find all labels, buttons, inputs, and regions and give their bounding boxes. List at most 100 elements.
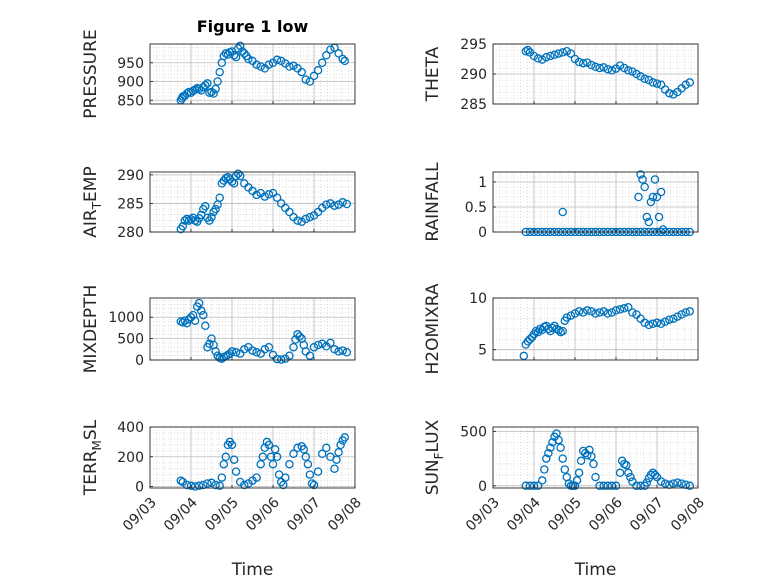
data-point	[342, 199, 352, 209]
y-tick-label: 285	[117, 196, 144, 212]
data-point	[638, 175, 647, 184]
y-tick-label: 500	[117, 332, 144, 348]
data-point	[252, 348, 261, 357]
data-point	[235, 41, 245, 51]
data-point	[215, 67, 224, 77]
data-point	[289, 342, 298, 352]
data-point	[607, 66, 617, 75]
chart-title: Figure 1 low	[197, 17, 309, 36]
data-point	[297, 67, 306, 77]
data-point	[599, 307, 608, 316]
data-point	[587, 60, 596, 70]
data-point	[656, 80, 666, 90]
data-point	[266, 452, 276, 462]
data-point	[615, 305, 625, 314]
data-point	[229, 179, 239, 188]
axes-box	[492, 426, 699, 489]
y-axis-label: AIRTEMP	[81, 166, 104, 237]
data-point	[180, 316, 190, 325]
y-tick-label: 0	[135, 480, 144, 496]
y-axis-label: TERRMSL	[81, 419, 104, 496]
data-point	[293, 216, 302, 225]
data-point	[322, 443, 331, 453]
subplot-5: 0 500 1000 MIXDEPTH	[81, 285, 356, 373]
data-point	[583, 58, 592, 67]
data-point	[583, 306, 592, 315]
data-point	[558, 326, 567, 336]
data-point	[562, 46, 572, 56]
data-point	[669, 314, 678, 323]
data-point	[213, 77, 222, 86]
data-point	[342, 348, 352, 357]
data-point	[340, 56, 350, 66]
data-point	[217, 473, 227, 482]
data-point	[205, 339, 214, 349]
data-point	[301, 452, 311, 462]
data-point	[231, 467, 241, 476]
x-tick-label: 09/03	[120, 495, 160, 535]
data-point	[652, 318, 662, 328]
x-tick-label: 09/08	[325, 495, 365, 535]
x-tick-label: 09/05	[202, 495, 242, 535]
data-point	[305, 77, 315, 86]
data-point	[190, 316, 200, 325]
data-point	[252, 473, 261, 482]
data-point	[252, 60, 261, 69]
y-tick-label: 290	[117, 168, 144, 184]
data-point	[313, 467, 323, 476]
data-point	[554, 435, 563, 445]
data-point	[650, 175, 660, 184]
data-point	[244, 54, 253, 64]
data-point	[221, 452, 231, 462]
data-point	[194, 84, 204, 94]
data-point	[542, 52, 551, 62]
data-point	[591, 472, 600, 482]
data-point	[268, 459, 278, 469]
data-point	[281, 473, 290, 482]
y-tick-label: 0	[478, 479, 487, 495]
data-point	[583, 451, 592, 460]
data-point	[669, 479, 678, 488]
data-point	[685, 78, 695, 87]
data-point	[656, 319, 666, 329]
data-point	[626, 472, 635, 482]
y-tick-label: 0	[478, 225, 487, 241]
data-point	[272, 452, 282, 462]
subplot-3: 280 285 290 AIRTEMP	[81, 166, 356, 241]
data-point	[574, 307, 584, 316]
data-point	[317, 449, 327, 459]
y-tick-label: 290	[460, 67, 487, 83]
data-point	[264, 190, 274, 199]
data-point	[285, 62, 294, 71]
data-point	[560, 465, 570, 474]
data-point	[677, 310, 686, 319]
data-point	[525, 481, 535, 491]
data-point	[182, 214, 192, 224]
data-point	[219, 459, 229, 469]
data-point	[211, 84, 220, 94]
data-point	[624, 66, 633, 75]
y-tick-label: 0	[135, 353, 144, 369]
data-point	[260, 192, 270, 201]
data-point	[556, 443, 565, 452]
data-point	[326, 45, 335, 54]
data-point	[293, 443, 302, 453]
data-point	[326, 199, 335, 208]
y-tick-label: 500	[460, 424, 487, 440]
data-point	[178, 222, 188, 231]
data-point	[336, 440, 345, 450]
data-point	[258, 452, 268, 462]
data-point	[338, 198, 347, 207]
data-point	[550, 50, 559, 60]
data-point	[330, 345, 339, 354]
data-point	[628, 308, 637, 317]
data-point	[607, 481, 617, 491]
y-tick-label: 285	[460, 97, 487, 113]
data-point	[240, 49, 249, 58]
data-point	[211, 347, 220, 356]
data-point	[546, 51, 555, 61]
data-point	[215, 481, 224, 491]
data-point	[227, 440, 237, 450]
data-point	[264, 440, 274, 450]
data-point	[248, 346, 257, 355]
